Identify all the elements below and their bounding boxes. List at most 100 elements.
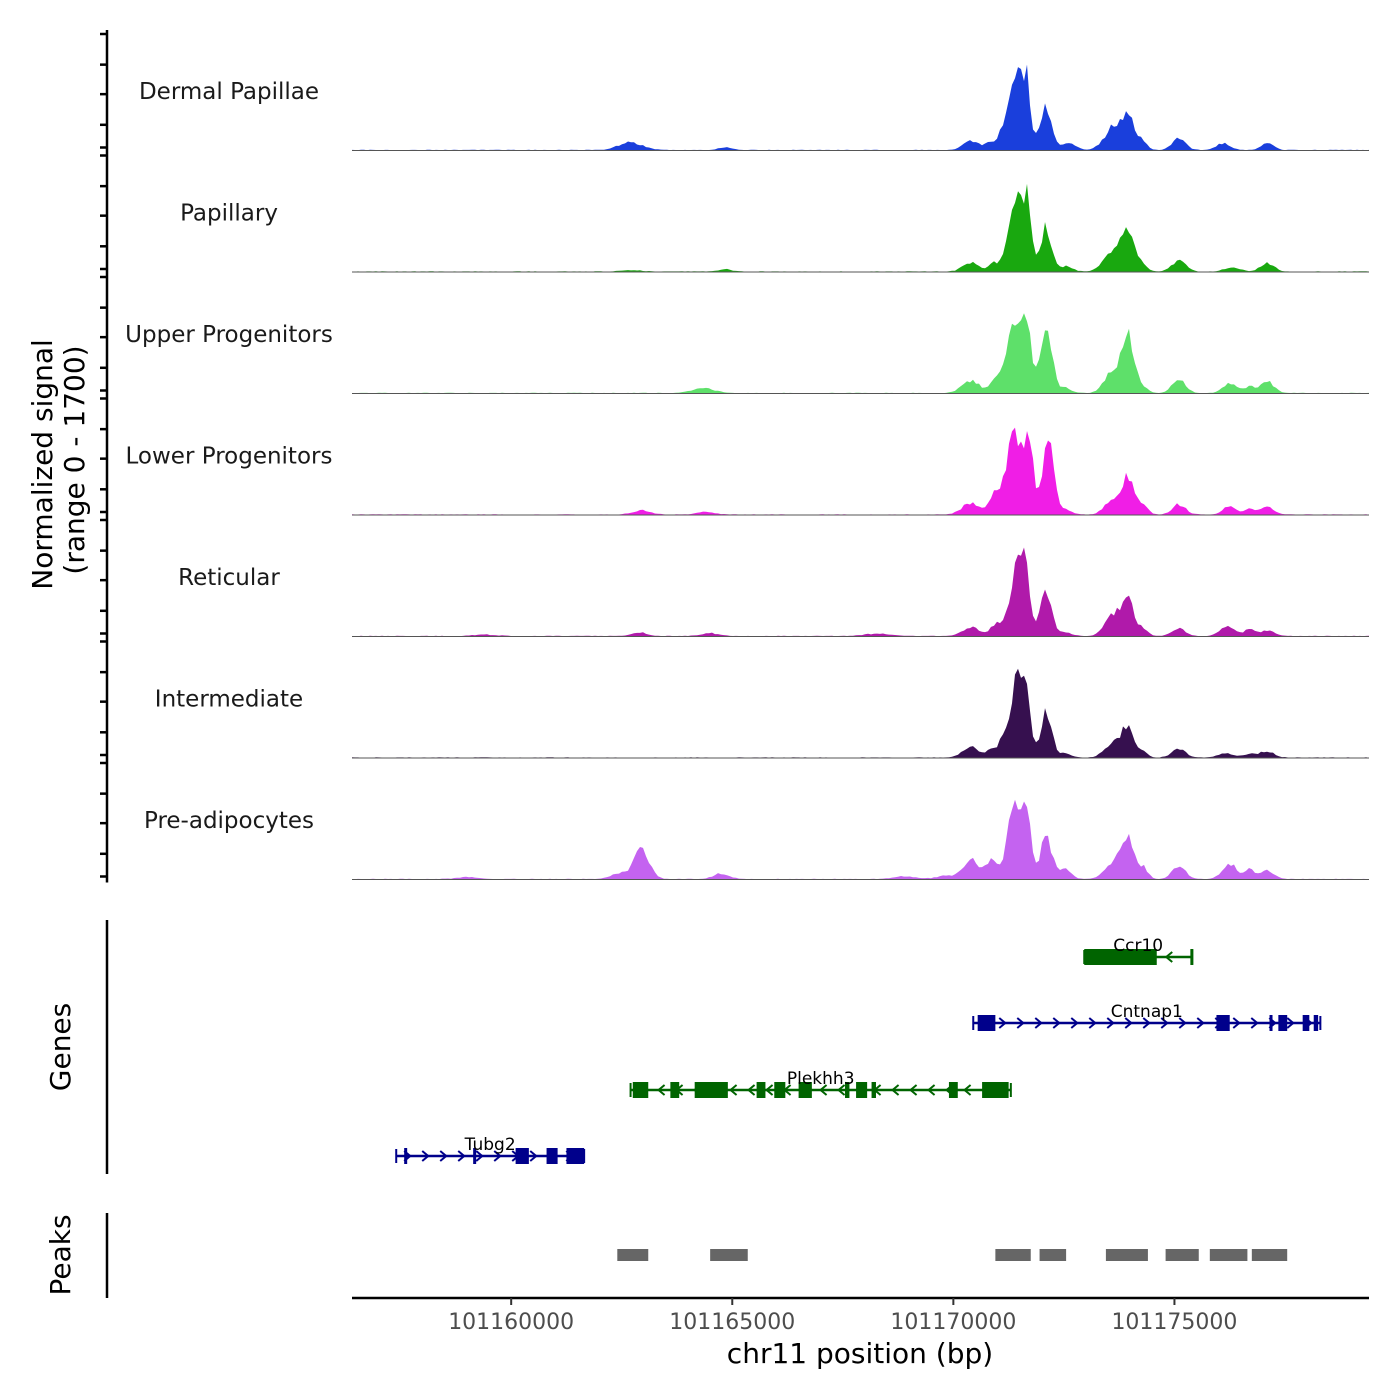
gene-exon — [798, 1082, 812, 1098]
peak-region — [1105, 1249, 1148, 1261]
strand-arrow — [1196, 1017, 1205, 1029]
strand-arrow — [1052, 1017, 1061, 1029]
strand-arrow — [1250, 1017, 1259, 1029]
strand-arrow — [493, 1150, 502, 1162]
strand-arrow — [1232, 1017, 1241, 1029]
gene-exon — [1216, 1015, 1230, 1031]
coverage-axis-title-line1: Normalized signal — [26, 339, 59, 590]
gene-exon — [1278, 1015, 1288, 1031]
coverage-track: Dermal Papillae — [139, 64, 1369, 151]
gene-exon — [1313, 1015, 1319, 1031]
strand-arrow — [657, 1084, 666, 1096]
gene-model: Ccr10 — [1083, 936, 1194, 965]
peak-region — [617, 1249, 649, 1261]
coverage-axis-title: Normalized signal (range 0 - 1700) — [26, 330, 91, 589]
peak-region — [1251, 1249, 1288, 1261]
strand-arrow — [1070, 1017, 1079, 1029]
peaks-track — [617, 1249, 1288, 1261]
gene-exon — [1302, 1015, 1310, 1031]
strand-arrow — [421, 1150, 430, 1162]
strand-arrow — [909, 1084, 918, 1096]
coverage-track: Papillary — [180, 183, 1369, 273]
peak-region — [1209, 1249, 1248, 1261]
x-axis: 101160000 101165000 101170000 101175000 — [352, 1296, 1369, 1335]
gene-exon — [515, 1148, 529, 1164]
gene-model: Cntnap1 — [972, 1002, 1322, 1031]
peak-region — [1039, 1249, 1067, 1261]
x-axis-title: chr11 position (bp) — [727, 1337, 993, 1370]
strand-arrow — [1286, 1017, 1295, 1029]
gene-name-label: Plekhh3 — [787, 1069, 855, 1089]
strand-arrow — [1160, 1017, 1169, 1029]
coverage-track: Reticular — [178, 547, 1369, 637]
gene-exon — [1269, 1015, 1273, 1031]
gene-exon — [546, 1148, 558, 1164]
track-label: Upper Progenitors — [125, 322, 333, 348]
track-label: Pre-adipocytes — [144, 808, 314, 834]
x-tick-label: 101170000 — [890, 1310, 1016, 1335]
strand-arrow — [1164, 951, 1173, 963]
strand-arrow — [1106, 1017, 1115, 1029]
peak-region — [995, 1249, 1031, 1261]
gene-name-label: Tubg2 — [464, 1135, 516, 1155]
track-label: Reticular — [178, 565, 280, 591]
gene-model: Plekhh3 — [629, 1069, 1012, 1098]
coverage-area — [352, 547, 1369, 637]
x-tick-label: 101165000 — [669, 1310, 795, 1335]
strand-arrow — [1142, 1017, 1151, 1029]
coverage-area — [352, 313, 1369, 394]
gene-exon — [632, 1082, 649, 1098]
peak-region — [1165, 1249, 1199, 1261]
gene-exon — [473, 1148, 477, 1164]
strand-arrow — [1124, 1017, 1133, 1029]
genes-track-label: Genes — [44, 1003, 77, 1091]
track-label: Lower Progenitors — [126, 444, 333, 470]
strand-arrow — [457, 1150, 466, 1162]
gene-exon — [756, 1082, 766, 1098]
strand-arrow — [439, 1150, 448, 1162]
strand-arrow — [475, 1150, 484, 1162]
gene-exon — [1084, 949, 1157, 965]
coverage-track: Pre-adipocytes — [144, 799, 1369, 880]
coverage-track: Lower Progenitors — [126, 427, 1369, 516]
gene-exon — [694, 1082, 728, 1098]
gene-exon — [856, 1082, 868, 1098]
gene-exon — [982, 1082, 1009, 1098]
x-tick-label: 101160000 — [448, 1310, 574, 1335]
strand-arrow — [891, 1084, 900, 1096]
genes-track: Ccr10 Cntnap1 Plekhh3 Tubg2 — [395, 936, 1322, 1164]
gene-exon — [871, 1082, 876, 1098]
strand-arrow — [747, 1084, 756, 1096]
coverage-area — [352, 64, 1369, 151]
peaks-track-label: Peaks — [44, 1214, 77, 1295]
gene-exon — [404, 1148, 408, 1164]
strand-arrow — [1178, 1017, 1187, 1029]
coverage-track: Upper Progenitors — [125, 313, 1369, 394]
track-label: Papillary — [180, 201, 278, 227]
strand-arrow — [765, 1084, 774, 1096]
gene-exon — [948, 1082, 958, 1098]
gene-exon — [774, 1082, 786, 1098]
peak-region — [710, 1249, 748, 1261]
strand-arrow — [729, 1084, 738, 1096]
strand-arrow — [963, 1084, 972, 1096]
track-label: Dermal Papillae — [139, 79, 319, 105]
coverage-area — [352, 799, 1369, 880]
coverage-tracks: Dermal Papillae Papillary Upper Progenitor… — [125, 64, 1369, 880]
strand-arrow — [927, 1084, 936, 1096]
gene-model: Tubg2 — [395, 1135, 586, 1164]
strand-arrow — [1088, 1017, 1097, 1029]
coverage-axis-title-line2: (range 0 - 1700) — [58, 345, 91, 574]
gene-exon — [1190, 949, 1194, 965]
coverage-track: Intermediate — [155, 668, 1369, 759]
strand-arrow — [1034, 1017, 1043, 1029]
strand-arrow — [529, 1150, 538, 1162]
gene-name-label: Cntnap1 — [1111, 1002, 1183, 1022]
x-tick-label: 101175000 — [1111, 1310, 1237, 1335]
strand-arrow — [837, 1084, 846, 1096]
strand-arrow — [819, 1084, 828, 1096]
coverage-area — [352, 668, 1369, 758]
coverage-area — [352, 183, 1369, 272]
gene-exon — [670, 1082, 680, 1098]
